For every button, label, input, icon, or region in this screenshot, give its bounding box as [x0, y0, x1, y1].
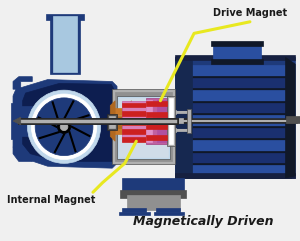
- Bar: [192, 151, 291, 153]
- Bar: [146, 124, 167, 129]
- Bar: [112, 116, 126, 128]
- Bar: [122, 101, 146, 141]
- Bar: [192, 128, 291, 138]
- Bar: [192, 101, 291, 103]
- Bar: [192, 138, 291, 140]
- Text: Drive Magnet: Drive Magnet: [213, 8, 287, 18]
- Bar: [11, 103, 17, 139]
- Bar: [168, 110, 176, 114]
- Bar: [168, 128, 176, 132]
- Bar: [175, 55, 295, 60]
- Bar: [120, 190, 186, 198]
- Bar: [154, 212, 184, 215]
- Circle shape: [28, 90, 101, 163]
- Bar: [155, 208, 180, 213]
- Bar: [122, 103, 146, 107]
- Bar: [158, 100, 167, 142]
- Bar: [122, 120, 146, 125]
- Polygon shape: [286, 57, 295, 178]
- Polygon shape: [129, 101, 131, 141]
- Circle shape: [57, 120, 71, 134]
- Polygon shape: [23, 83, 115, 161]
- Bar: [13, 106, 32, 136]
- Bar: [115, 92, 172, 161]
- Bar: [146, 112, 167, 117]
- Bar: [117, 96, 170, 159]
- Bar: [122, 129, 146, 134]
- Polygon shape: [13, 147, 32, 161]
- Bar: [192, 165, 291, 176]
- Bar: [46, 14, 84, 20]
- Bar: [192, 115, 291, 126]
- Bar: [146, 100, 152, 142]
- Bar: [192, 163, 291, 165]
- Circle shape: [35, 98, 93, 156]
- Bar: [122, 208, 146, 213]
- Bar: [192, 65, 291, 76]
- Bar: [122, 178, 184, 192]
- Bar: [192, 88, 291, 90]
- Bar: [212, 59, 263, 64]
- Circle shape: [31, 94, 97, 160]
- Bar: [192, 76, 291, 78]
- Bar: [122, 137, 146, 142]
- Bar: [112, 127, 130, 134]
- Bar: [119, 98, 168, 157]
- Bar: [192, 113, 291, 115]
- Bar: [192, 153, 291, 163]
- Bar: [167, 96, 175, 146]
- Bar: [146, 135, 167, 140]
- Bar: [212, 41, 263, 46]
- Bar: [192, 140, 291, 151]
- Bar: [192, 78, 291, 88]
- Text: Internal Magnet: Internal Magnet: [8, 195, 96, 205]
- Polygon shape: [13, 117, 21, 125]
- Bar: [50, 16, 80, 74]
- Bar: [175, 57, 295, 178]
- Bar: [112, 89, 175, 164]
- Bar: [192, 103, 291, 113]
- Bar: [173, 118, 182, 123]
- Bar: [107, 114, 117, 130]
- Polygon shape: [13, 80, 117, 168]
- Bar: [187, 109, 191, 133]
- Bar: [112, 108, 130, 115]
- Text: Magnetically Driven: Magnetically Driven: [134, 215, 274, 228]
- Bar: [146, 98, 167, 144]
- Bar: [175, 57, 192, 178]
- Bar: [213, 43, 262, 62]
- Bar: [192, 176, 291, 178]
- Bar: [169, 98, 173, 144]
- Bar: [119, 212, 150, 215]
- Bar: [146, 101, 167, 106]
- Bar: [127, 195, 180, 210]
- Bar: [192, 90, 291, 101]
- Bar: [286, 116, 300, 123]
- Bar: [192, 126, 291, 128]
- Bar: [109, 116, 115, 128]
- Bar: [122, 111, 146, 116]
- Bar: [175, 173, 295, 178]
- Bar: [53, 16, 76, 72]
- Circle shape: [60, 123, 68, 131]
- Polygon shape: [110, 101, 115, 141]
- Polygon shape: [13, 77, 32, 89]
